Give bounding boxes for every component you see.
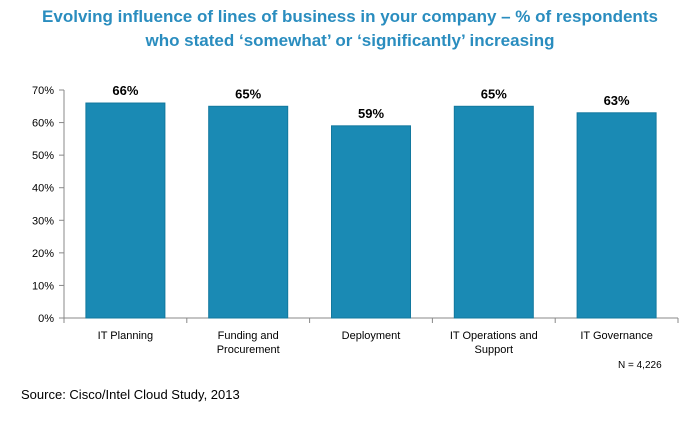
- y-tick-label: 0%: [38, 313, 54, 325]
- x-tick-label: IT Planning: [98, 330, 153, 342]
- chart-title-line-1: Evolving influence of lines of business …: [42, 7, 658, 26]
- y-tick-label: 30%: [32, 215, 54, 227]
- y-tick-label: 20%: [32, 248, 54, 260]
- data-label: 65%: [235, 86, 261, 101]
- y-tick-label: 40%: [32, 183, 54, 195]
- x-tick-label: Funding and Procurement: [217, 330, 280, 356]
- bar: [331, 125, 411, 319]
- y-tick-label: 70%: [32, 85, 54, 97]
- bar: [85, 102, 166, 319]
- source-note: Source: Cisco/Intel Cloud Study, 2013: [21, 387, 240, 402]
- y-tick-label: 10%: [32, 280, 54, 292]
- chart-title: Evolving influence of lines of business …: [0, 5, 700, 53]
- x-tick-label: IT Governance: [580, 330, 653, 342]
- y-tick-label: 50%: [32, 150, 54, 162]
- data-label: 65%: [481, 86, 507, 101]
- sample-size-note: N = 4,226: [618, 360, 662, 371]
- bar: [208, 105, 289, 319]
- chart-title-line-2: who stated ‘somewhat’ or ‘significantly’…: [145, 31, 555, 50]
- data-label: 66%: [112, 83, 138, 98]
- bar: [576, 112, 657, 319]
- data-label: 59%: [358, 106, 384, 121]
- x-tick-label: Deployment: [342, 330, 401, 342]
- data-label: 63%: [604, 93, 630, 108]
- y-tick-label: 60%: [32, 118, 54, 130]
- x-tick-label: IT Operations and Support: [450, 330, 538, 356]
- bar: [453, 105, 534, 319]
